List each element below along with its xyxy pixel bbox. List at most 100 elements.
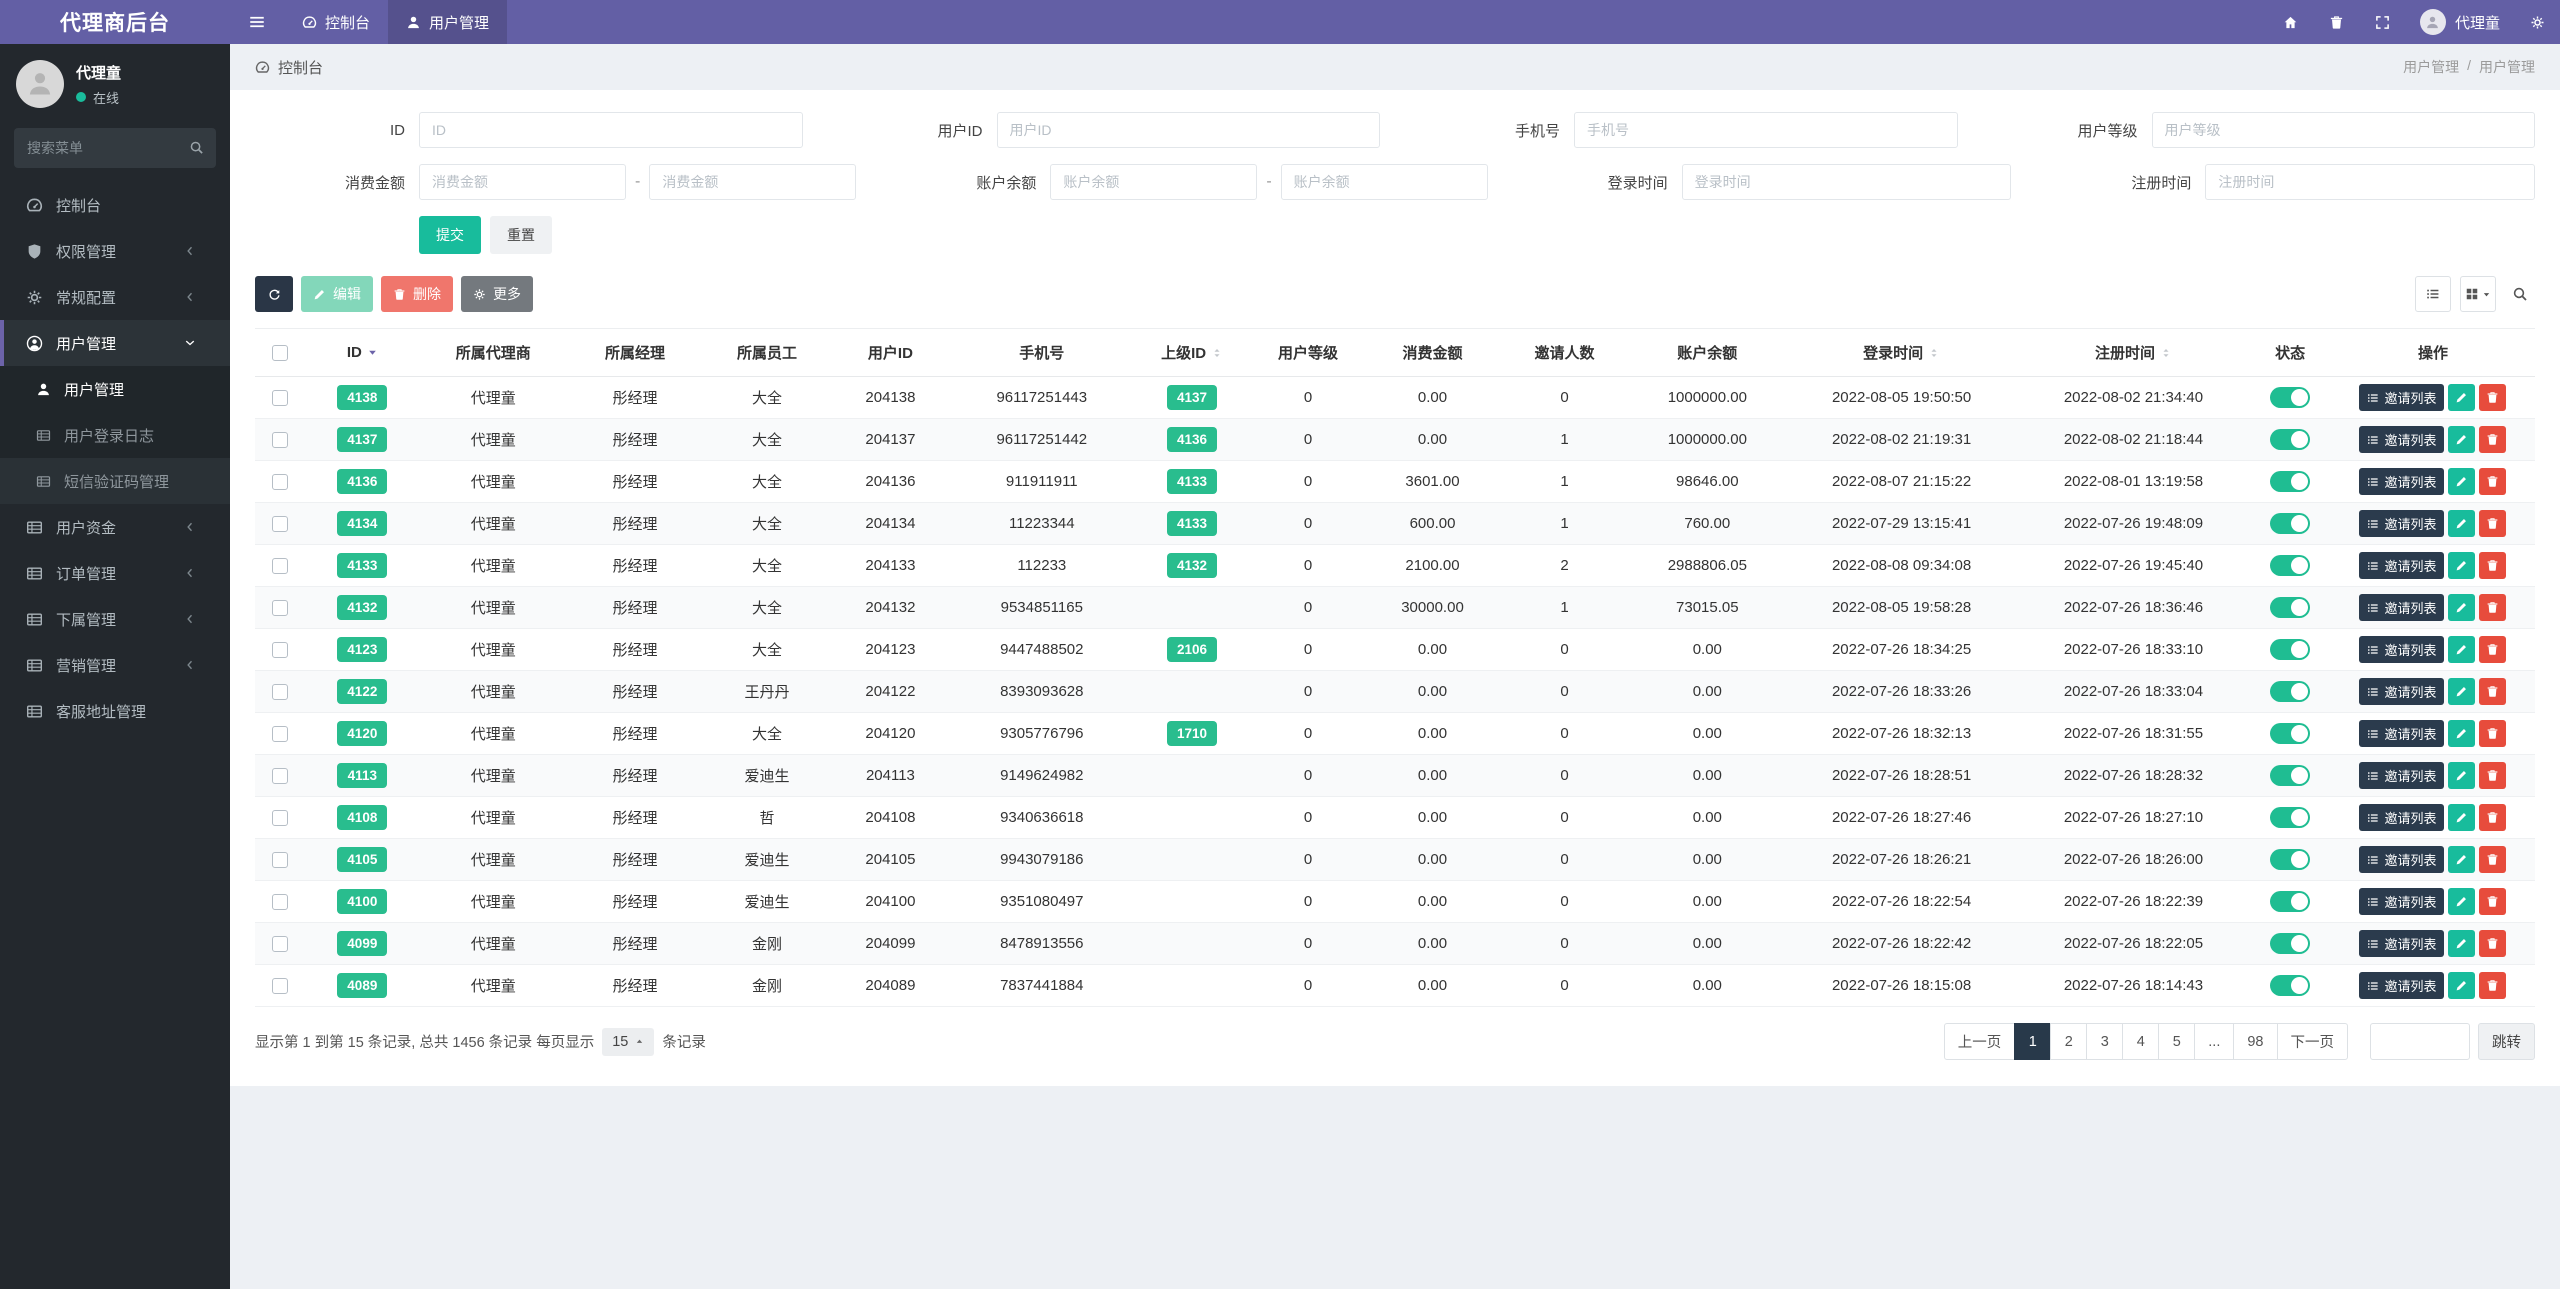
status-toggle[interactable]: [2270, 807, 2311, 828]
settings-button[interactable]: [2514, 0, 2560, 44]
invite-list-button[interactable]: 邀请列表: [2359, 468, 2445, 495]
row-edit-button[interactable]: [2448, 384, 2476, 411]
sidebar-subitem-用户管理[interactable]: 用户管理: [0, 366, 230, 412]
invite-list-button[interactable]: 邀请列表: [2359, 762, 2445, 789]
topbar-tab[interactable]: 用户管理: [388, 0, 508, 44]
row-checkbox[interactable]: [271, 474, 288, 491]
invite-list-button[interactable]: 邀请列表: [2359, 972, 2445, 999]
delete-button[interactable]: 删除: [381, 276, 453, 312]
row-delete-button[interactable]: [2479, 384, 2507, 411]
row-checkbox[interactable]: [271, 432, 288, 449]
status-toggle[interactable]: [2270, 765, 2311, 786]
sidebar-item-用户资金[interactable]: 用户资金: [0, 504, 230, 550]
page-button[interactable]: 3: [2086, 1023, 2124, 1060]
row-delete-button[interactable]: [2479, 678, 2507, 705]
more-button[interactable]: 更多: [461, 276, 533, 312]
column-header-账户余额[interactable]: 账户余额: [1628, 328, 1786, 377]
row-checkbox[interactable]: [271, 810, 288, 827]
invite-list-button[interactable]: 邀请列表: [2359, 426, 2445, 453]
select-all-checkbox[interactable]: [271, 345, 288, 362]
jump-page-input[interactable]: [2370, 1023, 2470, 1060]
row-delete-button[interactable]: [2479, 972, 2507, 999]
refresh-button[interactable]: [255, 276, 293, 312]
column-header-上级ID[interactable]: 上级ID: [1133, 328, 1252, 377]
filter-input-消费金额-min[interactable]: [419, 164, 626, 200]
status-toggle[interactable]: [2270, 387, 2311, 408]
invite-list-button[interactable]: 邀请列表: [2359, 846, 2445, 873]
status-toggle[interactable]: [2270, 429, 2311, 450]
row-checkbox[interactable]: [271, 600, 288, 617]
page-ellipsis[interactable]: ...: [2194, 1023, 2235, 1060]
topbar-tab[interactable]: 控制台: [284, 0, 388, 44]
row-checkbox[interactable]: [271, 390, 288, 407]
page-size-select[interactable]: 15: [602, 1027, 655, 1056]
sidebar-item-常规配置[interactable]: 常规配置: [0, 274, 230, 320]
page-button[interactable]: 1: [2014, 1023, 2052, 1060]
sort-icon[interactable]: [1211, 347, 1223, 359]
row-edit-button[interactable]: [2448, 930, 2476, 957]
reset-button[interactable]: 重置: [490, 216, 552, 254]
row-checkbox[interactable]: [271, 852, 288, 869]
status-toggle[interactable]: [2270, 723, 2311, 744]
submit-button[interactable]: 提交: [419, 216, 481, 254]
row-edit-button[interactable]: [2448, 762, 2476, 789]
column-header-用户ID[interactable]: 用户ID: [830, 328, 951, 377]
invite-list-button[interactable]: 邀请列表: [2359, 720, 2445, 747]
expand-button[interactable]: [2360, 0, 2406, 44]
page-button[interactable]: 5: [2158, 1023, 2196, 1060]
row-checkbox[interactable]: [271, 936, 288, 953]
page-button[interactable]: 4: [2122, 1023, 2160, 1060]
sidebar-item-控制台[interactable]: 控制台: [0, 182, 230, 228]
column-header-手机号[interactable]: 手机号: [950, 328, 1134, 377]
row-delete-button[interactable]: [2479, 510, 2507, 537]
column-header-登录时间[interactable]: 登录时间: [1785, 328, 2018, 377]
sidebar-subitem-用户登录日志[interactable]: 用户登录日志: [0, 412, 230, 458]
sidebar-item-权限管理[interactable]: 权限管理: [0, 228, 230, 274]
invite-list-button[interactable]: 邀请列表: [2359, 678, 2445, 705]
column-header-消费金额[interactable]: 消费金额: [1364, 328, 1501, 377]
row-delete-button[interactable]: [2479, 426, 2507, 453]
row-edit-button[interactable]: [2448, 888, 2476, 915]
column-header-状态[interactable]: 状态: [2249, 328, 2331, 377]
columns-dropdown-button[interactable]: [2460, 276, 2496, 312]
sidebar-item-下属管理[interactable]: 下属管理: [0, 596, 230, 642]
invite-list-button[interactable]: 邀请列表: [2359, 552, 2445, 579]
row-checkbox[interactable]: [271, 558, 288, 575]
invite-list-button[interactable]: 邀请列表: [2359, 930, 2445, 957]
page-button[interactable]: 98: [2233, 1023, 2278, 1060]
row-edit-button[interactable]: [2448, 720, 2476, 747]
row-edit-button[interactable]: [2448, 468, 2476, 495]
invite-list-button[interactable]: 邀请列表: [2359, 636, 2445, 663]
row-checkbox[interactable]: [271, 894, 288, 911]
row-delete-button[interactable]: [2479, 888, 2507, 915]
status-toggle[interactable]: [2270, 849, 2311, 870]
breadcrumb-parent[interactable]: 用户管理: [2403, 59, 2460, 75]
row-edit-button[interactable]: [2448, 510, 2476, 537]
sidebar-item-用户管理[interactable]: 用户管理: [0, 320, 230, 366]
status-toggle[interactable]: [2270, 681, 2311, 702]
filter-input-注册时间[interactable]: [2205, 164, 2535, 200]
row-checkbox[interactable]: [271, 978, 288, 995]
sidebar-item-订单管理[interactable]: 订单管理: [0, 550, 230, 596]
row-edit-button[interactable]: [2448, 636, 2476, 663]
row-checkbox[interactable]: [271, 516, 288, 533]
invite-list-button[interactable]: 邀请列表: [2359, 384, 2445, 411]
row-delete-button[interactable]: [2479, 468, 2507, 495]
invite-list-button[interactable]: 邀请列表: [2359, 888, 2445, 915]
sidebar-subitem-短信验证码管理[interactable]: 短信验证码管理: [0, 458, 230, 504]
row-edit-button[interactable]: [2448, 972, 2476, 999]
status-toggle[interactable]: [2270, 975, 2311, 996]
table-search-button[interactable]: [2505, 276, 2535, 312]
sort-icon[interactable]: [1928, 347, 1940, 359]
filter-input-用户等级[interactable]: [2151, 112, 2535, 148]
column-header-所属经理[interactable]: 所属经理: [566, 328, 704, 377]
row-delete-button[interactable]: [2479, 594, 2507, 621]
sidebar-item-营销管理[interactable]: 营销管理: [0, 642, 230, 688]
next-page-button[interactable]: 下一页: [2276, 1023, 2348, 1060]
column-header-所属员工[interactable]: 所属员工: [703, 328, 831, 377]
row-checkbox[interactable]: [271, 726, 288, 743]
status-toggle[interactable]: [2270, 891, 2311, 912]
home-button[interactable]: [2268, 0, 2314, 44]
status-toggle[interactable]: [2270, 639, 2311, 660]
filter-input-ID[interactable]: [419, 112, 803, 148]
